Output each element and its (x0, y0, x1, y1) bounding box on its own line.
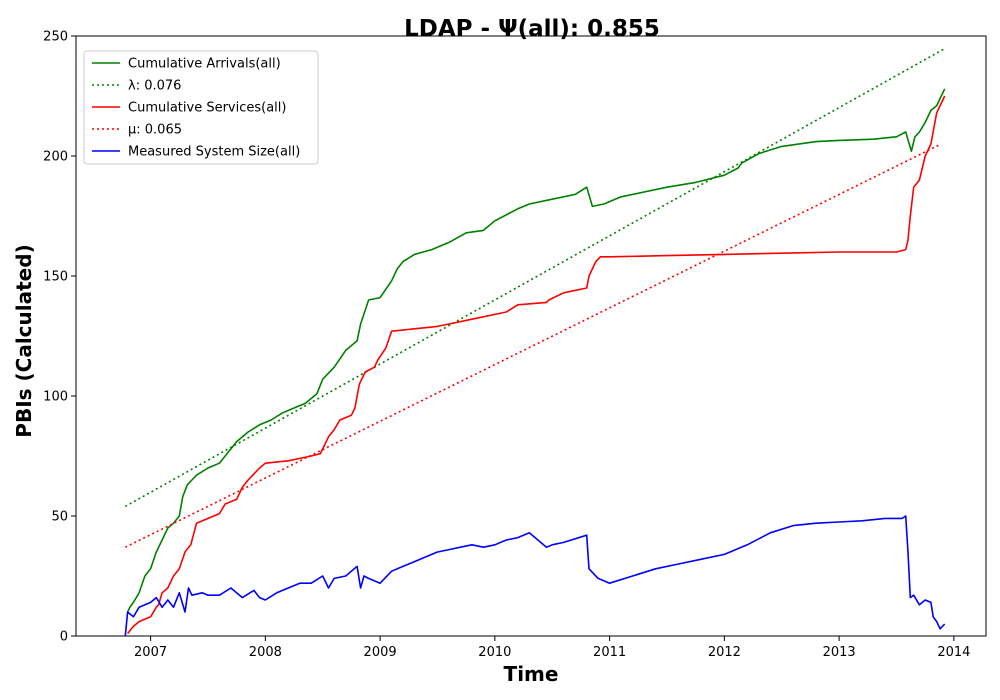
series-line-3 (124, 143, 942, 548)
x-tick-label: 2008 (249, 645, 282, 660)
x-tick-label: 2007 (134, 645, 167, 660)
legend: Cumulative Arrivals(all) λ: 0.076 Cumulati… (83, 50, 319, 165)
plot-frame (75, 35, 987, 637)
y-axis-label: PBIs (Calculated) (12, 244, 36, 437)
legend-label: λ: 0.076 (128, 79, 181, 94)
y-tick-label: 0 (60, 630, 68, 645)
legend-label: μ: 0.065 (128, 123, 182, 138)
y-axis: 0 50 100 150 200 250 (43, 30, 76, 645)
x-tick-label: 2011 (593, 645, 626, 660)
legend-label: Cumulative Services(all) (128, 101, 286, 116)
series-layer (124, 47, 947, 637)
legend-box (83, 50, 319, 165)
y-tick-label: 150 (43, 270, 68, 285)
series-line-4 (124, 515, 946, 637)
plot-area (75, 35, 987, 637)
legend-items: Cumulative Arrivals(all) λ: 0.076 Cumulati… (92, 57, 300, 160)
x-tick-label: 2012 (708, 645, 741, 660)
series-line-1 (124, 47, 947, 508)
x-tick-label: 2009 (364, 645, 397, 660)
y-tick-label: 200 (43, 150, 68, 165)
series-line-0 (126, 88, 946, 613)
y-tick-label: 100 (43, 390, 68, 405)
series-line-2 (126, 95, 946, 635)
x-tick-label: 2010 (478, 645, 511, 660)
chart-title: LDAP - Ψ(all): 0.855 (404, 16, 660, 42)
y-tick-label: 250 (43, 30, 68, 45)
legend-label: Measured System Size(all) (128, 145, 300, 160)
x-tick-label: 2014 (937, 645, 970, 660)
x-axis: 2007 2008 2009 2010 2011 2012 2013 2014 (134, 636, 970, 660)
legend-label: Cumulative Arrivals(all) (128, 57, 281, 72)
y-tick-label: 50 (51, 510, 68, 525)
x-axis-label: Time (504, 662, 559, 686)
x-tick-label: 2013 (823, 645, 856, 660)
